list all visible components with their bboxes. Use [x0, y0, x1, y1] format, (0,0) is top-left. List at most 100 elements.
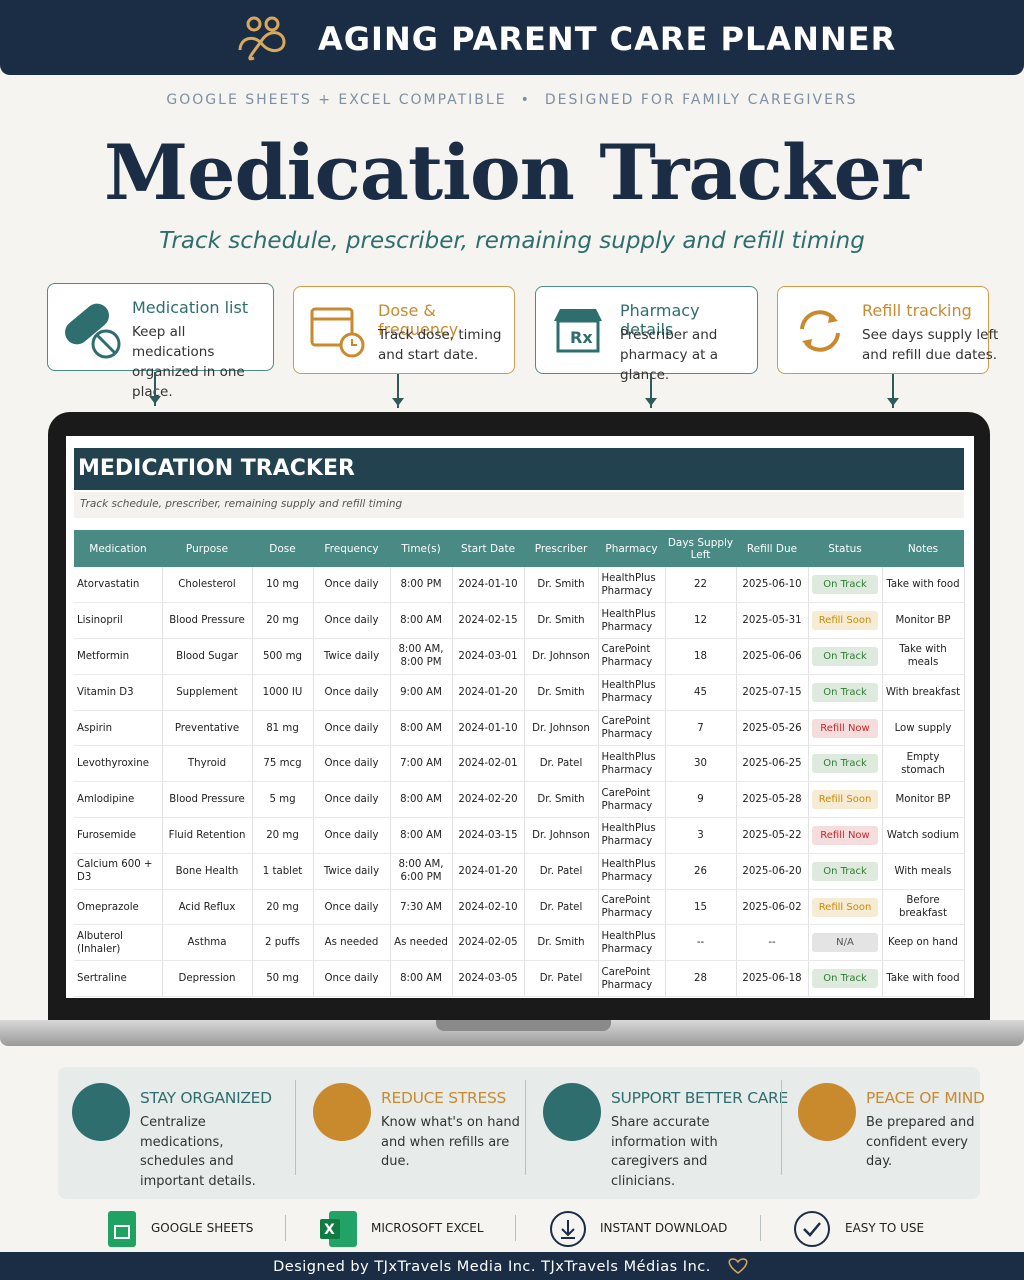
table-cell: Dr. Smith [524, 602, 599, 640]
table-cell: Once daily [313, 960, 391, 998]
table-cell: Dr. Patel [524, 853, 599, 890]
table-cell: 2024-02-15 [452, 602, 525, 640]
table-cell: HealthPlus Pharmacy [598, 817, 666, 854]
table-cell: Metformin [74, 638, 163, 675]
table-cell: 8:00 AM [390, 710, 453, 747]
table-cell: 8:00 PM [390, 567, 453, 604]
table-row: Aspirin Preventative 81 mg Once daily 8:00 A… [74, 710, 965, 747]
hero-title: Medication Tracker [103, 128, 921, 217]
table-row: Omeprazole Acid Reflux 20 mg Once daily 7:30… [74, 889, 965, 926]
table-cell: 26 [665, 853, 737, 890]
arrow [645, 374, 657, 408]
table-cell: 2024-03-15 [452, 817, 525, 854]
table-cell: Once daily [313, 889, 391, 926]
column-header: Pharmacy [598, 530, 665, 567]
table-cell: CarePoint Pharmacy [598, 960, 666, 998]
heart-icon [728, 1258, 748, 1274]
hero-subtitle: Track schedule, prescriber, remaining su… [159, 228, 865, 254]
column-header: Notes [882, 530, 964, 567]
table-cell: Preventative [162, 710, 253, 747]
table-cell: 2025-05-26 [736, 710, 809, 747]
table-cell: Dr. Smith [524, 567, 599, 604]
column-header: Status [808, 530, 882, 567]
table-cell: 22 [665, 567, 737, 604]
table-cell: 8:00 AM, 6:00 PM [390, 853, 453, 890]
table-cell: Once daily [313, 602, 391, 640]
medication-table: Medication Purpose Dose Frequency Time(s) Sta… [74, 530, 965, 998]
table-cell: 81 mg [252, 710, 314, 747]
table-row: Levothyroxine Thyroid 75 mcg Once daily 7:00… [74, 745, 965, 783]
benefit-icon [313, 1083, 371, 1141]
table-cell: Dr. Johnson [524, 710, 599, 747]
column-header: Dose [252, 530, 313, 567]
table-cell: Take with meals [882, 638, 965, 675]
status-pill: On Track [812, 969, 878, 989]
column-header: Prescriber [524, 530, 598, 567]
table-cell: Asthma [162, 924, 253, 962]
tagline-item: GOOGLE SHEETS + EXCEL COMPATIBLE [166, 92, 507, 108]
table-cell: 2024-02-20 [452, 781, 525, 819]
table-cell: 2025-05-28 [736, 781, 809, 819]
table-cell: Amlodipine [74, 781, 163, 819]
benefit-icon [543, 1083, 601, 1141]
feature-text: Keep all medications organized in one pl… [132, 324, 245, 400]
divider [515, 1215, 516, 1241]
feature-text: Track dose, timing and start date. [378, 327, 502, 363]
table-cell: 20 mg [252, 889, 314, 926]
table-cell: 2025-05-22 [736, 817, 809, 854]
table-cell: 2025-05-31 [736, 602, 809, 640]
table-cell: Once daily [313, 710, 391, 747]
table-cell: 28 [665, 960, 737, 998]
table-cell: Sertraline [74, 960, 163, 998]
table-cell: As needed [313, 924, 391, 962]
table-cell: Dr. Smith [524, 781, 599, 819]
table-cell: Cholesterol [162, 567, 253, 604]
benefit-icon [72, 1083, 130, 1141]
divider [760, 1215, 761, 1241]
laptop-notch [436, 1020, 611, 1031]
table-cell: HealthPlus Pharmacy [598, 602, 666, 640]
table-cell: Once daily [313, 674, 391, 711]
table-cell: Twice daily [313, 638, 391, 675]
sheets-icon [108, 1211, 136, 1247]
benefit-text: Be prepared and confident every day. [866, 1115, 975, 1169]
feature-card: Refill tracking See days supply left and… [777, 286, 998, 374]
table-row: Furosemide Fluid Retention 20 mg Once daily… [74, 817, 965, 854]
status-cell: On Track [808, 853, 883, 890]
benefit: STAY ORGANIZED Centralize medications, sc… [72, 1083, 292, 1189]
status-cell: On Track [808, 638, 883, 675]
refill-icon [800, 310, 840, 352]
table-cell: Dr. Patel [524, 960, 599, 998]
table-cell: HealthPlus Pharmacy [598, 674, 666, 711]
tagline: GOOGLE SHEETS + EXCEL COMPATIBLE • DESIGNE… [0, 92, 1024, 108]
table-cell: Thyroid [162, 745, 253, 783]
table-cell: Take with food [882, 567, 965, 604]
separator: • [520, 92, 531, 108]
status-pill: Refill Soon [812, 611, 878, 631]
excel-icon: X [320, 1211, 357, 1247]
table-cell: 8:00 AM [390, 960, 453, 998]
arrow [887, 374, 899, 408]
table-cell: 3 [665, 817, 737, 854]
pill-icon [65, 303, 121, 359]
table-cell: With breakfast [882, 674, 965, 711]
check-icon [794, 1211, 830, 1247]
benefit: PEACE OF MIND Be prepared and confident e… [798, 1083, 985, 1179]
table-cell: -- [665, 924, 737, 962]
benefit: REDUCE STRESS Know what's on hand and whe… [313, 1083, 523, 1179]
benefit-title: SUPPORT BETTER CARE [611, 1089, 788, 1107]
tagline-item: DESIGNED FOR FAMILY CAREGIVERS [544, 92, 858, 108]
table-cell: Bone Health [162, 853, 253, 890]
table-cell: 2024-01-20 [452, 853, 525, 890]
table-cell: 1000 IU [252, 674, 314, 711]
badge: EASY TO USE [793, 1210, 943, 1247]
calendar-icon [310, 307, 365, 358]
table-cell: 20 mg [252, 602, 314, 640]
status-pill: Refill Soon [812, 790, 878, 810]
status-cell: On Track [808, 674, 883, 711]
table-cell: 50 mg [252, 960, 314, 998]
badge: GOOGLE SHEETS [107, 1210, 277, 1247]
status-pill: On Track [812, 861, 878, 881]
footer: Designed by TJxTravels Media Inc. TJxTra… [0, 1252, 1024, 1280]
feature-card: Rx Pharmacy details Prescriber and pharm… [535, 286, 758, 383]
